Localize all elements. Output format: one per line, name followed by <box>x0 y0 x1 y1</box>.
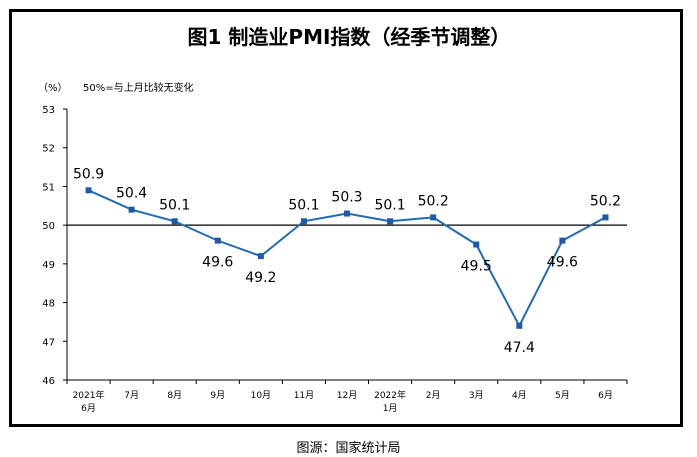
data-label: 50.3 <box>331 190 362 206</box>
x-tick-label: 6月 <box>81 403 96 414</box>
y-tick-label: 48 <box>42 299 55 310</box>
x-tick-label: 6月 <box>598 390 613 401</box>
data-label: 50.1 <box>288 197 319 213</box>
y-tick-label: 49 <box>42 260 55 271</box>
data-point <box>516 322 523 329</box>
data-point <box>257 253 264 260</box>
x-tick-label: 9月 <box>210 390 225 401</box>
data-point <box>300 218 307 225</box>
y-tick-label: 46 <box>42 376 55 387</box>
y-tick-label: 51 <box>42 182 55 193</box>
x-tick-label: 3月 <box>469 390 484 401</box>
data-label: 49.6 <box>202 255 233 271</box>
data-point <box>344 210 350 217</box>
reference-annotation: 50%=与上月比较无变化 <box>83 81 194 94</box>
x-tick-label: 1月 <box>383 403 398 414</box>
source-caption: 图源：国家统计局 <box>296 441 401 456</box>
data-labels: 50.9 50.4 50.1 49.6 49.2 50.1 50.3 50.1 50.2 49.5… <box>73 166 621 355</box>
x-tick-label: 8月 <box>167 390 182 401</box>
x-tick-label: 2021年 <box>73 389 105 401</box>
chart-title: 图1 制造业PMI指数（经季节调整） <box>188 25 511 49</box>
x-tick-label: 2022年 <box>374 389 406 401</box>
x-tick-label: 4月 <box>512 390 527 401</box>
y-tick-label: 52 <box>42 144 55 155</box>
data-label: 50.4 <box>116 186 147 202</box>
x-tick-labels: 2021年 6月 7月 8月 9月 10月 11月 12月 2022年 1月 2月 3月 4月 5月 6月 <box>73 389 613 414</box>
data-point <box>430 214 437 221</box>
data-label: 49.5 <box>461 259 492 275</box>
data-point <box>602 214 609 221</box>
x-tick-label: 11月 <box>294 390 314 401</box>
data-label: 49.6 <box>547 255 578 271</box>
data-point <box>85 187 92 194</box>
x-tick-label: 12月 <box>337 390 357 401</box>
x-tick-label: 2月 <box>426 390 441 401</box>
data-label: 50.9 <box>73 166 104 182</box>
data-point <box>559 237 566 244</box>
data-label: 50.1 <box>374 197 405 213</box>
axes <box>63 108 628 384</box>
data-point <box>387 218 394 225</box>
x-tick-label: 10月 <box>251 390 271 401</box>
data-label: 50.1 <box>159 197 190 213</box>
series-pmi <box>85 187 609 329</box>
x-tick-label: 5月 <box>555 390 570 401</box>
y-tick-label: 53 <box>42 105 55 116</box>
y-tick-label: 50 <box>42 221 55 232</box>
data-label: 47.4 <box>504 340 535 356</box>
chart-frame <box>9 9 683 427</box>
x-tick-label: 7月 <box>124 390 139 401</box>
data-point <box>128 206 135 213</box>
data-point <box>473 241 480 248</box>
data-label: 50.2 <box>418 193 449 209</box>
y-tick-label: 47 <box>42 337 55 348</box>
data-point <box>214 237 221 244</box>
data-label: 50.2 <box>590 193 621 209</box>
data-point <box>171 218 178 225</box>
data-label: 49.2 <box>245 270 276 286</box>
y-tick-labels: 46 47 48 49 50 51 52 53 <box>42 105 55 387</box>
y-axis-unit-label: （%） <box>38 82 68 94</box>
